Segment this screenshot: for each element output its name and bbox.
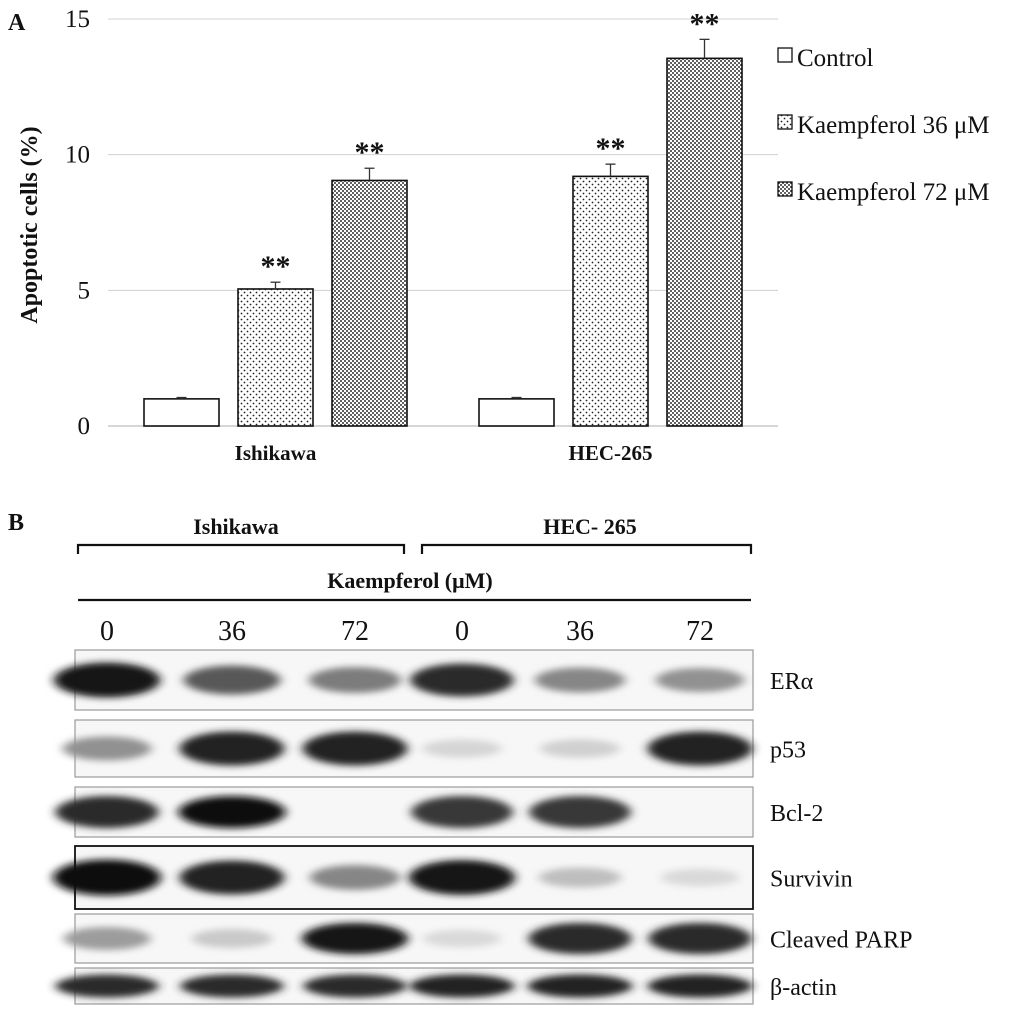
band-actin-lane-1 bbox=[55, 974, 159, 998]
legend-swatch-kaempferol-36-m bbox=[777, 114, 793, 130]
blot-strip bbox=[74, 913, 754, 964]
apoptosis-bar-chart: 0 5 10 15 Apoptotic cells (%) ** ** Ishikawa ** *… bbox=[17, 6, 990, 465]
band-cleaved-parp-lane-4 bbox=[422, 929, 502, 948]
protein-label: Survivin bbox=[770, 867, 853, 893]
dose-label: 72 bbox=[686, 616, 714, 647]
band-survivin-lane-5 bbox=[538, 867, 622, 888]
western-blot-panel: Ishikawa HEC- 265 Kaempferol (μM) 0 36 72 0 36 7… bbox=[53, 514, 912, 1005]
significance-marker: ** bbox=[690, 7, 720, 40]
band-er-lane-3 bbox=[309, 667, 401, 693]
y-tick-label: 0 bbox=[78, 413, 91, 440]
bar-kaempferol-72-m-ishikawa bbox=[331, 179, 408, 427]
bar-kaempferol-72-m-hec-265 bbox=[666, 57, 743, 427]
band-cleaved-parp-lane-3 bbox=[301, 922, 409, 955]
legend-swatch-control bbox=[777, 47, 793, 63]
blot-row-p53 bbox=[62, 719, 754, 778]
blot-group-label: Ishikawa bbox=[193, 514, 279, 539]
y-tick-label: 5 bbox=[78, 277, 91, 304]
significance-marker: ** bbox=[261, 250, 291, 283]
bar-kaempferol-36-m-ishikawa bbox=[237, 288, 314, 427]
band-er-lane-2 bbox=[183, 665, 281, 695]
band-bcl-2-lane-2 bbox=[178, 796, 286, 828]
blot-row-survivin bbox=[53, 845, 754, 910]
band-er-lane-4 bbox=[410, 663, 514, 697]
blot-row-actin bbox=[55, 967, 754, 1005]
legend-label-kaempferol-36-m: Kaempferol 36 μM bbox=[797, 112, 990, 139]
dose-label: 0 bbox=[100, 616, 114, 647]
band-survivin-lane-1 bbox=[53, 859, 161, 896]
band-er-lane-6 bbox=[655, 668, 745, 692]
dose-label: 72 bbox=[341, 616, 369, 647]
band-p53-lane-1 bbox=[62, 736, 152, 761]
band-cleaved-parp-lane-5 bbox=[528, 922, 632, 955]
dose-label: 36 bbox=[566, 616, 594, 647]
band-actin-lane-6 bbox=[647, 974, 753, 998]
blot-row-bcl-2 bbox=[55, 786, 754, 838]
legend-label-kaempferol-72-m: Kaempferol 72 μM bbox=[797, 179, 990, 206]
y-axis-label: Apoptotic cells (%) bbox=[17, 126, 43, 323]
band-p53-lane-6 bbox=[647, 731, 753, 766]
protein-label: β-actin bbox=[770, 975, 837, 1001]
blot-group-label: HEC- 265 bbox=[543, 514, 637, 539]
protein-label: Bcl-2 bbox=[770, 801, 823, 827]
blot-group-bracket bbox=[420, 543, 753, 554]
band-cleaved-parp-lane-2 bbox=[191, 929, 273, 948]
x-category-label: Ishikawa bbox=[235, 441, 317, 465]
band-p53-lane-2 bbox=[179, 731, 285, 766]
protein-label: Cleaved PARP bbox=[770, 928, 912, 954]
blot-row-cleaved-parp bbox=[63, 913, 754, 964]
band-actin-lane-5 bbox=[527, 974, 633, 998]
bar-control-hec-265 bbox=[478, 398, 555, 427]
band-survivin-lane-2 bbox=[179, 860, 285, 895]
band-p53-lane-4 bbox=[422, 739, 502, 758]
panel-a-letter: A bbox=[8, 10, 26, 36]
band-actin-lane-4 bbox=[409, 974, 515, 998]
band-er-lane-1 bbox=[53, 662, 161, 698]
band-actin-lane-3 bbox=[303, 974, 407, 998]
dose-label: 0 bbox=[455, 616, 469, 647]
band-survivin-lane-3 bbox=[309, 865, 401, 890]
dose-label: 36 bbox=[218, 616, 246, 647]
band-bcl-2-lane-1 bbox=[55, 796, 159, 828]
legend-swatch-kaempferol-72-m bbox=[777, 181, 793, 197]
x-category-label: HEC-265 bbox=[569, 441, 653, 465]
treatment-label: Kaempferol (μM) bbox=[327, 568, 492, 593]
y-tick-label: 15 bbox=[65, 6, 90, 33]
blot-group-bracket bbox=[76, 543, 406, 554]
significance-marker: ** bbox=[596, 132, 626, 165]
band-bcl-2-lane-4 bbox=[411, 796, 513, 828]
band-cleaved-parp-lane-1 bbox=[63, 927, 151, 950]
bar-kaempferol-36-m-hec-265 bbox=[572, 175, 649, 427]
band-cleaved-parp-lane-6 bbox=[648, 922, 752, 955]
significance-marker: ** bbox=[355, 136, 385, 169]
band-bcl-2-lane-5 bbox=[529, 796, 631, 828]
legend-label-control: Control bbox=[797, 45, 873, 72]
band-p53-lane-5 bbox=[540, 739, 620, 758]
y-tick-label: 10 bbox=[65, 142, 90, 169]
band-survivin-lane-4 bbox=[408, 860, 516, 895]
band-er-lane-5 bbox=[534, 667, 626, 693]
protein-label: p53 bbox=[770, 738, 806, 764]
band-actin-lane-2 bbox=[180, 974, 284, 998]
bar-control-ishikawa bbox=[143, 398, 220, 427]
protein-label: ERα bbox=[770, 669, 814, 695]
band-p53-lane-3 bbox=[302, 731, 408, 766]
blot-row-er bbox=[53, 649, 754, 711]
band-survivin-lane-6 bbox=[660, 868, 740, 887]
panel-b-letter: B bbox=[8, 510, 24, 536]
